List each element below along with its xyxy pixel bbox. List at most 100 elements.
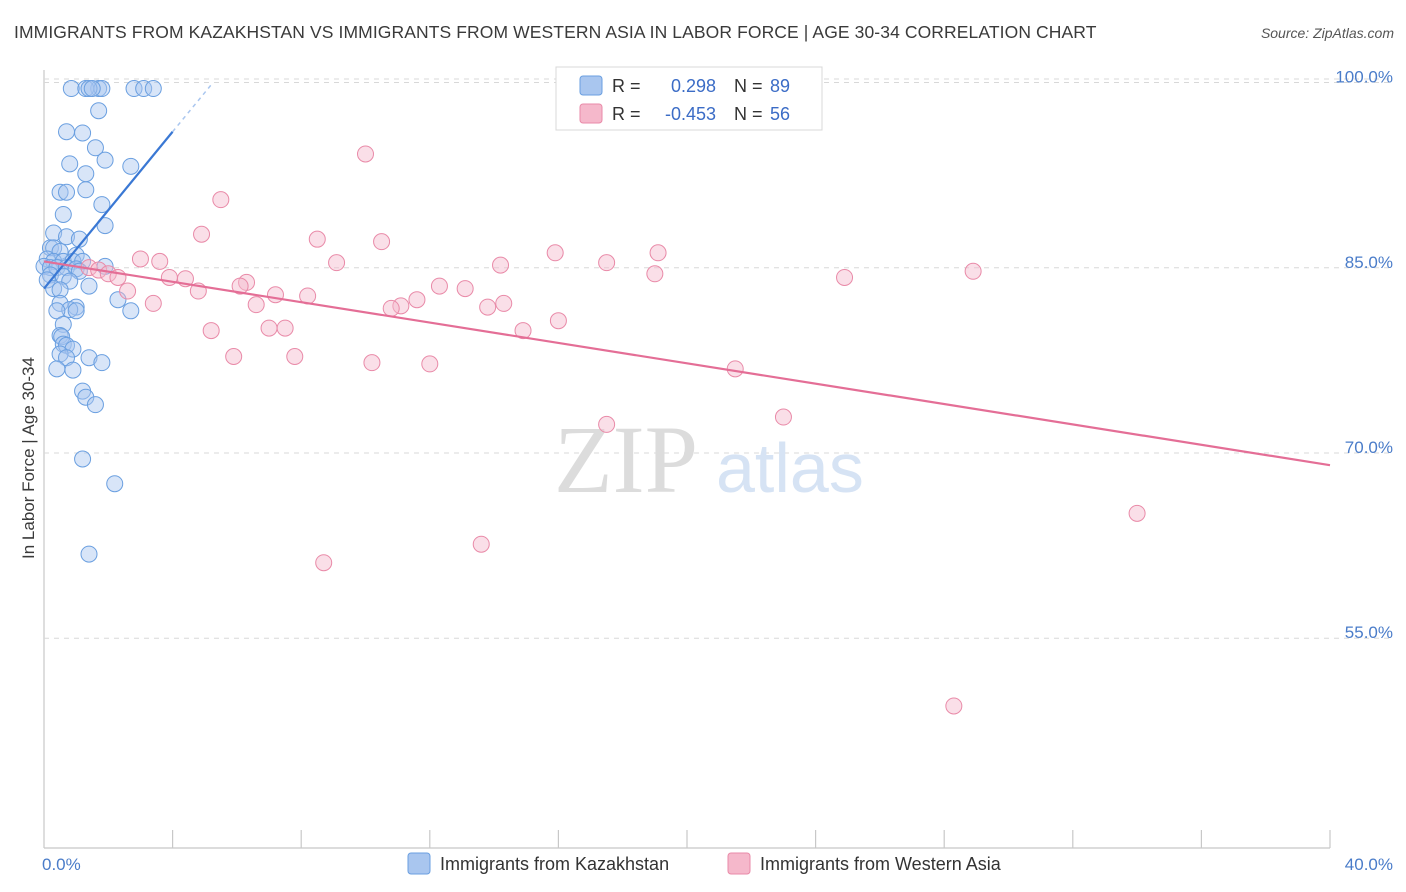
x-tick-label-max: 40.0% <box>1345 855 1393 874</box>
data-point <box>54 205 72 223</box>
data-point <box>51 243 69 261</box>
data-point <box>649 244 667 262</box>
data-point <box>726 360 744 378</box>
data-point <box>86 396 104 414</box>
data-point <box>774 408 792 426</box>
data-point <box>225 348 243 366</box>
data-point <box>598 254 616 272</box>
data-point <box>48 302 66 320</box>
data-point <box>96 217 114 235</box>
data-point <box>430 277 448 295</box>
data-point <box>64 340 82 358</box>
data-point <box>456 280 474 298</box>
data-point <box>144 294 162 312</box>
data-point <box>38 271 56 289</box>
data-point <box>408 291 426 309</box>
data-point <box>964 262 982 280</box>
data-point <box>109 291 127 309</box>
legend-label-western-asia: Immigrants from Western Asia <box>760 854 1002 874</box>
data-point <box>61 155 79 173</box>
trend-line-western-asia <box>43 260 1331 467</box>
data-point <box>315 554 333 572</box>
data-point <box>363 354 381 372</box>
data-point <box>96 151 114 169</box>
stats-n-label-kazakhstan: N = <box>734 76 763 96</box>
data-point <box>328 254 346 272</box>
data-point <box>45 280 63 298</box>
data-point <box>77 181 95 199</box>
y-axis-title: In Labor Force | Age 30-34 <box>19 357 38 559</box>
stats-legend: R = 0.298 N = 89 R = -0.453 N = 56 <box>555 66 823 131</box>
data-point <box>193 225 211 243</box>
data-point <box>202 322 220 340</box>
legend-label-kazakhstan: Immigrants from Kazakhstan <box>440 854 669 874</box>
data-point <box>836 268 854 286</box>
y-tick-label: 70.0% <box>1345 438 1393 457</box>
data-point <box>86 139 104 157</box>
data-point <box>546 244 564 262</box>
series-western-asia-points <box>80 145 1146 715</box>
data-point <box>54 315 72 333</box>
stats-r-label-western-asia: R = <box>612 104 641 124</box>
data-point <box>62 80 80 98</box>
x-tick-label-min: 0.0% <box>42 855 81 874</box>
data-point <box>421 355 439 373</box>
stats-legend-swatch-western-asia <box>579 103 603 124</box>
data-point <box>80 545 98 563</box>
data-point <box>58 228 76 246</box>
data-point <box>67 302 85 320</box>
data-point <box>392 297 410 315</box>
data-point <box>51 183 69 201</box>
y-tick-label: 85.0% <box>1345 253 1393 272</box>
data-point <box>212 191 230 209</box>
data-point <box>382 299 400 317</box>
data-point <box>93 354 111 372</box>
data-point <box>90 102 108 120</box>
data-point <box>549 312 567 330</box>
series-kazakhstan-points <box>35 80 162 563</box>
data-point <box>1128 504 1146 522</box>
data-point <box>74 124 92 142</box>
data-point <box>122 302 140 320</box>
data-point <box>495 294 513 312</box>
data-point <box>80 349 98 367</box>
data-point <box>51 281 69 299</box>
data-point <box>80 277 98 295</box>
data-point <box>479 298 497 316</box>
source-label: Source: ZipAtlas.com <box>1260 25 1394 41</box>
data-point <box>373 233 391 251</box>
watermark-zip: ZIP <box>554 406 698 513</box>
data-point <box>308 230 326 248</box>
chart-title: IMMIGRANTS FROM KAZAKHSTAN VS IMMIGRANTS… <box>14 22 1097 42</box>
gridlines <box>44 78 1393 639</box>
y-tick-label: 55.0% <box>1345 623 1393 642</box>
stats-n-value-kazakhstan: 89 <box>770 76 790 96</box>
x-tick-marks <box>172 830 1331 848</box>
data-point <box>83 80 101 98</box>
data-point <box>598 415 616 433</box>
data-point <box>276 319 294 337</box>
trend-lines <box>43 84 1331 467</box>
legend-swatch-kazakhstan <box>407 852 431 875</box>
stats-n-value-western-asia: 56 <box>770 104 790 124</box>
legend-swatch-western-asia <box>727 852 751 875</box>
y-tick-label: 100.0% <box>1335 68 1393 87</box>
stats-legend-swatch-kazakhstan <box>579 75 603 96</box>
watermark-atlas: atlas <box>716 429 864 507</box>
y-tick-labels: 55.0% 70.0% 85.0% 100.0% <box>1335 68 1393 643</box>
data-point <box>151 252 169 270</box>
data-point <box>286 348 304 366</box>
data-point <box>357 145 374 163</box>
data-point <box>122 157 140 175</box>
data-point <box>58 123 76 141</box>
data-point <box>646 265 664 283</box>
data-point <box>266 286 284 304</box>
data-point <box>945 697 963 715</box>
stats-n-label-western-asia: N = <box>734 104 763 124</box>
stats-r-value-kazakhstan: 0.298 <box>671 76 716 96</box>
data-point <box>472 535 490 553</box>
series-legend: Immigrants from Kazakhstan Immigrants fr… <box>407 852 1002 875</box>
trend-line-kazakhstan <box>43 131 174 290</box>
data-point <box>93 196 111 214</box>
